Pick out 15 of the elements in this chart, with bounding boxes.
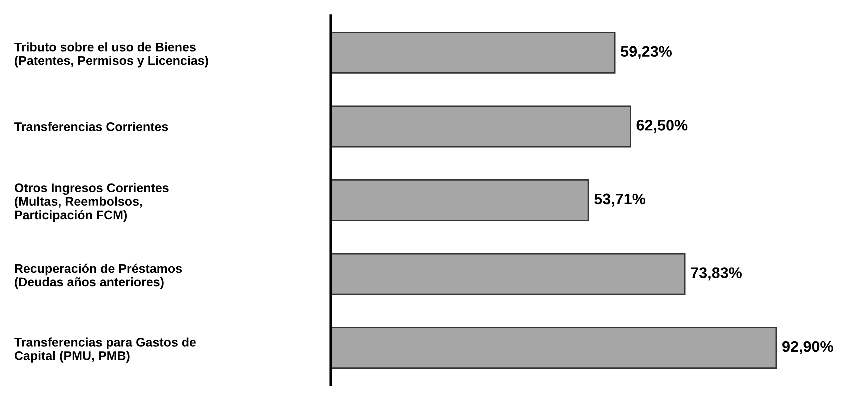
y-tick-label: Otros Ingresos Corrientes (Multas, Reembolsos, Participación FCM) [14, 183, 169, 222]
y-tick-label: Transferencias Corrientes [14, 122, 168, 132]
bar [331, 327, 778, 370]
data-label: 59,23% [621, 46, 672, 60]
bar [331, 106, 632, 148]
data-label: 92,90% [782, 341, 834, 354]
bar [331, 32, 616, 74]
data-label: 62,50% [636, 120, 688, 134]
bar [331, 253, 686, 296]
data-label: 53,71% [594, 194, 646, 207]
y-tick-label: Tributo sobre el uso de Bienes (Patentes, Permisos y Licencias) [14, 42, 208, 68]
y-tick-label: Transferencias para Gastos de Capital (PMU, PMB) [14, 338, 196, 363]
bar [331, 180, 590, 222]
data-label: 73,83% [691, 268, 742, 281]
y-tick-label: Recuperación de Préstamos (Deudas años anteriores) [15, 264, 182, 290]
